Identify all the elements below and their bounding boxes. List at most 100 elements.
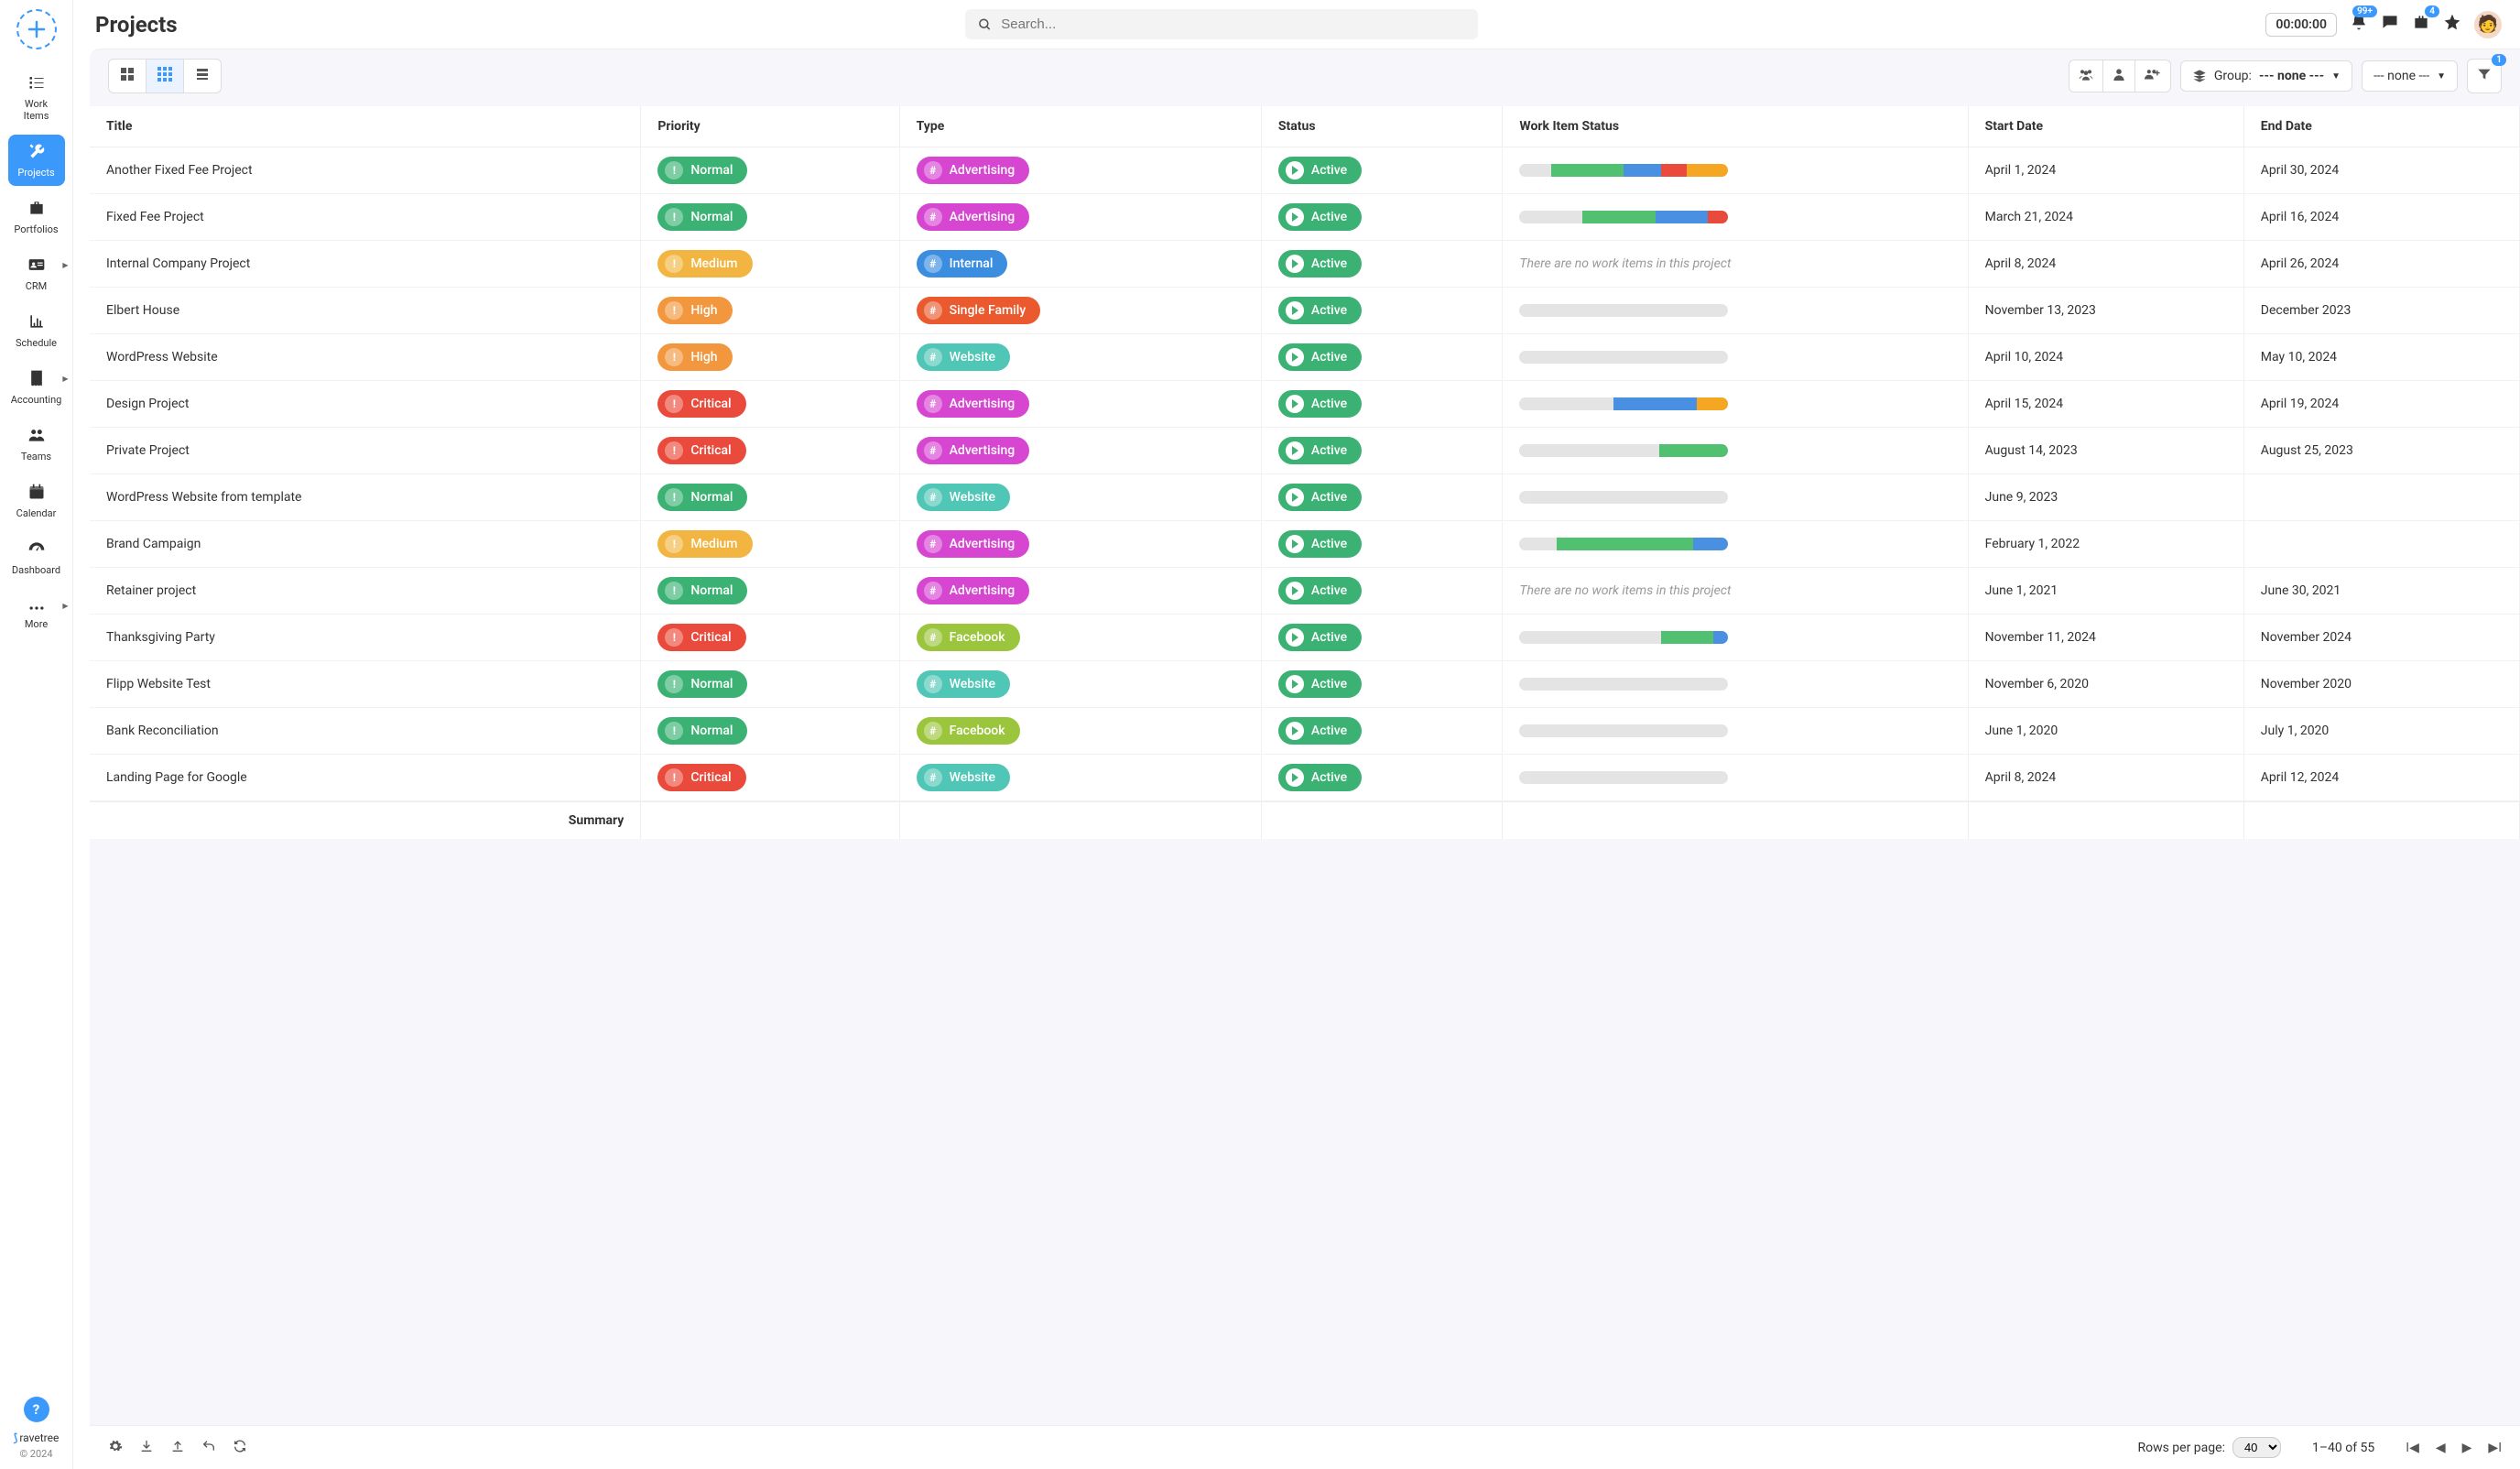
priority-tag[interactable]: !High <box>657 343 732 371</box>
priority-tag[interactable]: !High <box>657 297 732 324</box>
sidebar-item-more[interactable]: More▶ <box>8 589 65 637</box>
table-row[interactable]: Bank Reconciliation!Normal#FacebookActiv… <box>90 708 2520 755</box>
last-page-button[interactable]: ▶I <box>2488 1441 2502 1455</box>
view-table-button[interactable] <box>147 60 184 92</box>
status-tag[interactable]: Active <box>1278 577 1362 604</box>
type-tag[interactable]: #Facebook <box>917 717 1020 745</box>
column-header[interactable]: End Date <box>2244 106 2520 147</box>
status-tag[interactable]: Active <box>1278 437 1362 464</box>
sort-button[interactable]: --- none --- ▼ <box>2362 60 2458 92</box>
table-row[interactable]: Fixed Fee Project!Normal#AdvertisingActi… <box>90 194 2520 241</box>
priority-tag[interactable]: !Normal <box>657 157 747 184</box>
sidebar-item-accounting[interactable]: Accounting▶ <box>8 362 65 413</box>
filter-shared-button[interactable] <box>2135 60 2170 92</box>
view-list-button[interactable] <box>184 60 221 92</box>
filter-team-button[interactable] <box>2069 60 2103 92</box>
status-tag[interactable]: Active <box>1278 297 1362 324</box>
sidebar-item-portfolios[interactable]: Portfolios <box>8 191 65 243</box>
table-row[interactable]: Thanksgiving Party!Critical#FacebookActi… <box>90 615 2520 661</box>
table-row[interactable]: Private Project!Critical#AdvertisingActi… <box>90 428 2520 474</box>
priority-tag[interactable]: !Critical <box>657 624 745 651</box>
table-row[interactable]: Flipp Website Test!Normal#WebsiteActiveN… <box>90 661 2520 708</box>
download-button[interactable] <box>139 1439 154 1457</box>
priority-tag[interactable]: !Normal <box>657 717 747 745</box>
table-row[interactable]: Landing Page for Google!Critical#Website… <box>90 755 2520 801</box>
type-tag[interactable]: #Website <box>917 484 1010 511</box>
sidebar-item-teams[interactable]: Teams <box>8 419 65 470</box>
refresh-button[interactable] <box>233 1439 247 1457</box>
column-header[interactable]: Status <box>1262 106 1504 147</box>
first-page-button[interactable]: I◀ <box>2406 1441 2419 1455</box>
table-row[interactable]: WordPress Website from template!Normal#W… <box>90 474 2520 521</box>
favorites-button[interactable] <box>2443 13 2461 36</box>
briefcase-button[interactable]: 4 <box>2412 13 2430 36</box>
table-row[interactable]: Retainer project!Normal#AdvertisingActiv… <box>90 568 2520 615</box>
table-row[interactable]: Internal Company Project!Medium#Internal… <box>90 241 2520 288</box>
type-tag[interactable]: #Advertising <box>917 530 1030 558</box>
user-avatar[interactable]: 🧑 <box>2474 11 2502 38</box>
table-row[interactable]: Brand Campaign!Medium#AdvertisingActiveF… <box>90 521 2520 568</box>
table-row[interactable]: Elbert House!High#Single FamilyActiveNov… <box>90 288 2520 334</box>
timer[interactable]: 00:00:00 <box>2265 13 2337 37</box>
status-tag[interactable]: Active <box>1278 624 1362 651</box>
column-header[interactable]: Priority <box>641 106 899 147</box>
status-tag[interactable]: Active <box>1278 484 1362 511</box>
priority-tag[interactable]: !Normal <box>657 484 747 511</box>
rows-per-page-select[interactable]: 40 <box>2232 1437 2281 1458</box>
type-tag[interactable]: #Internal <box>917 250 1008 277</box>
settings-button[interactable] <box>108 1439 123 1457</box>
status-tag[interactable]: Active <box>1278 157 1362 184</box>
type-tag[interactable]: #Website <box>917 670 1010 698</box>
priority-tag[interactable]: !Critical <box>657 437 745 464</box>
status-tag[interactable]: Active <box>1278 670 1362 698</box>
type-tag[interactable]: #Website <box>917 343 1010 371</box>
type-tag[interactable]: #Advertising <box>917 203 1030 231</box>
priority-tag[interactable]: !Normal <box>657 670 747 698</box>
sidebar-item-schedule[interactable]: Schedule <box>8 305 65 356</box>
sidebar-item-work-items[interactable]: Work Items <box>8 66 65 129</box>
status-tag[interactable]: Active <box>1278 530 1362 558</box>
prev-page-button[interactable]: ◀ <box>2436 1441 2446 1455</box>
type-tag[interactable]: #Advertising <box>917 577 1030 604</box>
sidebar-item-calendar[interactable]: Calendar <box>8 475 65 527</box>
status-tag[interactable]: Active <box>1278 250 1362 277</box>
type-tag[interactable]: #Advertising <box>917 390 1030 418</box>
priority-tag[interactable]: !Medium <box>657 250 752 277</box>
filter-button[interactable]: 1 <box>2467 59 2502 93</box>
status-tag[interactable]: Active <box>1278 717 1362 745</box>
priority-tag[interactable]: !Critical <box>657 390 745 418</box>
next-page-button[interactable]: ▶ <box>2462 1441 2472 1455</box>
chat-button[interactable] <box>2381 13 2399 36</box>
table-row[interactable]: WordPress Website!High#WebsiteActiveApri… <box>90 334 2520 381</box>
priority-tag[interactable]: !Medium <box>657 530 752 558</box>
priority-tag[interactable]: !Critical <box>657 764 745 791</box>
status-tag[interactable]: Active <box>1278 390 1362 418</box>
search-input[interactable] <box>1001 16 1465 32</box>
type-tag[interactable]: #Single Family <box>917 297 1041 324</box>
undo-button[interactable] <box>201 1439 216 1457</box>
type-tag[interactable]: #Advertising <box>917 437 1030 464</box>
status-tag[interactable]: Active <box>1278 343 1362 371</box>
notifications-button[interactable]: 99+ <box>2350 13 2368 36</box>
upload-button[interactable] <box>170 1439 185 1457</box>
column-header[interactable]: Work Item Status <box>1503 106 1968 147</box>
priority-tag[interactable]: !Normal <box>657 203 747 231</box>
sidebar-item-crm[interactable]: CRM▶ <box>8 248 65 299</box>
status-tag[interactable]: Active <box>1278 203 1362 231</box>
column-header[interactable]: Start Date <box>1969 106 2244 147</box>
group-button[interactable]: Group: --- none --- ▼ <box>2180 60 2352 92</box>
type-tag[interactable]: #Website <box>917 764 1010 791</box>
filter-me-button[interactable] <box>2103 60 2135 92</box>
table-row[interactable]: Another Fixed Fee Project!Normal#Adverti… <box>90 147 2520 194</box>
sidebar-item-projects[interactable]: Projects <box>8 135 65 186</box>
view-cards-button[interactable] <box>109 60 147 92</box>
type-tag[interactable]: #Facebook <box>917 624 1020 651</box>
column-header[interactable]: Type <box>900 106 1262 147</box>
priority-tag[interactable]: !Normal <box>657 577 747 604</box>
sidebar-item-dashboard[interactable]: Dashboard <box>8 532 65 583</box>
column-header[interactable]: Title <box>90 106 641 147</box>
help-button[interactable]: ? <box>24 1397 49 1422</box>
status-tag[interactable]: Active <box>1278 764 1362 791</box>
type-tag[interactable]: #Advertising <box>917 157 1030 184</box>
add-button[interactable] <box>16 9 57 49</box>
